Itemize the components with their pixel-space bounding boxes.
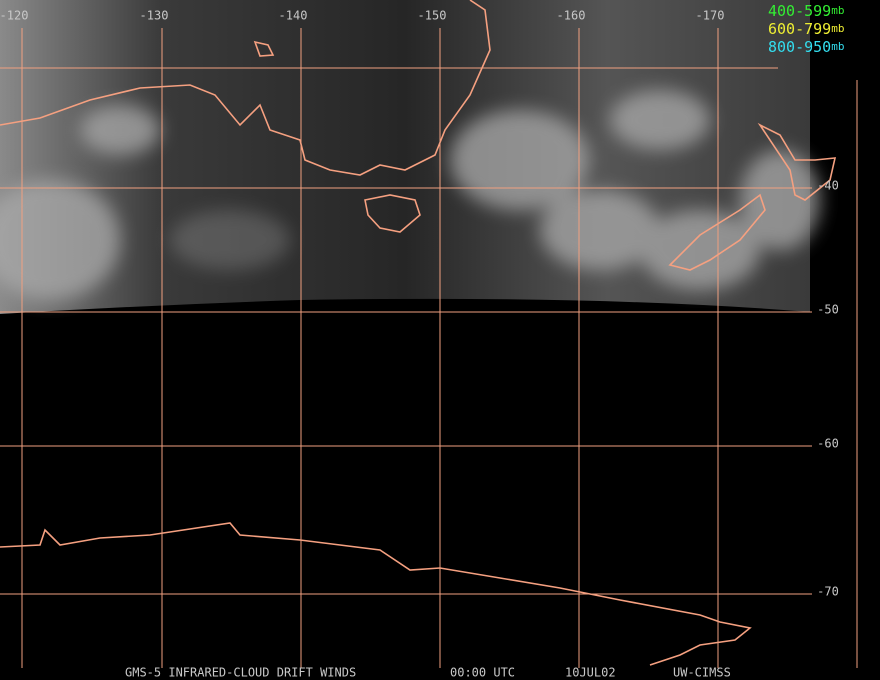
legend-unit: mb — [831, 4, 844, 17]
longitude-label: -160 — [557, 9, 586, 23]
longitude-label: -140 — [279, 9, 308, 23]
longitude-label: -170 — [696, 9, 725, 23]
legend-entry: 800-950mb — [768, 38, 844, 56]
footer-product: GMS-5 INFRARED-CLOUD DRIFT WINDS — [125, 666, 356, 680]
latitude-label: -40 — [817, 179, 839, 193]
legend-entry: 600-799mb — [768, 20, 844, 38]
latitude-label: -60 — [817, 437, 839, 451]
satellite-image — [0, 0, 820, 314]
latitude-label: -50 — [817, 303, 839, 317]
longitude-label: -130 — [140, 9, 169, 23]
latitude-label: -70 — [817, 585, 839, 599]
legend-range: 800-950 — [768, 38, 831, 56]
legend-range: 400-599 — [768, 2, 831, 20]
coastlines — [0, 0, 837, 666]
legend-unit: mb — [831, 40, 844, 53]
legend-unit: mb — [831, 22, 844, 35]
footer-source: UW-CIMSS — [673, 666, 731, 680]
footer-date: 10JUL02 — [565, 666, 616, 680]
legend-range: 600-799 — [768, 20, 831, 38]
labels: -120 -130 -140 -150 -160 -170 -40 -50 -60 -70 400-… — [0, 2, 844, 680]
longitude-label: -150 — [418, 9, 447, 23]
grid — [0, 28, 858, 668]
legend-entry: 400-599mb — [768, 2, 844, 20]
footer-time: 00:00 UTC — [450, 666, 515, 680]
longitude-label: -120 — [0, 9, 28, 23]
